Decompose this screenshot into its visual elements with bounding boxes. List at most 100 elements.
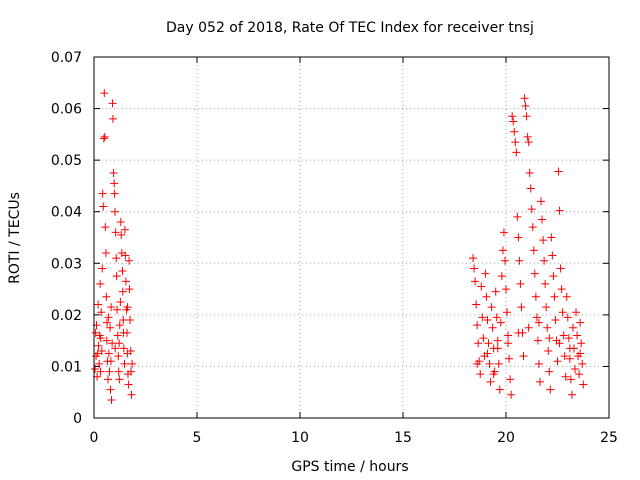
x-axis-title: GPS time / hours: [291, 459, 408, 475]
data-point: [471, 277, 480, 286]
grid-lines: [94, 57, 609, 418]
y-tick-label: 0.02: [51, 308, 82, 324]
data-point: [481, 269, 490, 278]
data-point: [101, 248, 110, 257]
data-point: [505, 354, 514, 363]
data-point: [483, 349, 492, 358]
data-point: [497, 272, 506, 281]
data-point: [572, 308, 581, 317]
data-point: [119, 344, 128, 353]
data-point: [494, 359, 503, 368]
data-point: [564, 334, 573, 343]
data-point: [112, 254, 121, 263]
data-point: [522, 112, 531, 121]
data-point: [511, 138, 520, 147]
data-point: [563, 313, 572, 322]
data-point: [115, 375, 124, 384]
data-point: [524, 323, 533, 332]
data-point: [111, 344, 120, 353]
data-point: [512, 148, 521, 157]
data-point: [111, 207, 120, 216]
data-point: [94, 300, 103, 309]
data-point: [105, 367, 114, 376]
data-point: [550, 292, 559, 301]
y-tick-label: 0.06: [51, 102, 82, 118]
data-point: [514, 328, 523, 337]
data-point: [532, 313, 541, 322]
data-points: [91, 89, 588, 404]
x-tick-label: 5: [193, 430, 202, 446]
data-point: [513, 212, 522, 221]
data-point: [524, 138, 533, 147]
data-point: [97, 346, 106, 355]
data-point: [100, 89, 109, 98]
data-point: [121, 251, 130, 260]
data-point: [562, 292, 571, 301]
data-point: [519, 352, 528, 361]
data-point: [102, 292, 111, 301]
data-point: [99, 134, 108, 143]
data-point: [110, 189, 119, 198]
data-point: [99, 202, 108, 211]
chart-title: Day 052 of 2018, Rate Of TEC Index for r…: [166, 20, 534, 36]
data-point: [113, 331, 122, 340]
data-point: [472, 300, 481, 309]
data-point: [113, 305, 122, 314]
data-point: [514, 233, 523, 242]
data-point: [509, 117, 518, 126]
y-tick-label: 0.07: [51, 50, 82, 66]
data-point: [558, 308, 567, 317]
data-point: [116, 297, 125, 306]
data-point: [560, 352, 569, 361]
y-axis-title: ROTI / TECUs: [7, 192, 23, 284]
data-point: [96, 279, 105, 288]
data-point: [545, 334, 554, 343]
data-point: [510, 127, 519, 136]
data-point: [119, 328, 128, 337]
data-point: [473, 321, 482, 330]
data-point: [540, 256, 549, 265]
data-point: [106, 357, 115, 366]
data-point: [483, 316, 492, 325]
data-point: [118, 287, 127, 296]
x-tick-label: 0: [90, 430, 99, 446]
data-point: [491, 287, 500, 296]
data-point: [565, 344, 574, 353]
data-point: [520, 94, 529, 103]
data-point: [567, 390, 576, 399]
data-point: [102, 336, 111, 345]
data-point: [495, 385, 504, 394]
data-point: [541, 279, 550, 288]
data-point: [507, 390, 516, 399]
data-point: [94, 341, 103, 350]
data-point: [486, 377, 495, 386]
data-point: [548, 251, 557, 260]
data-point: [515, 256, 524, 265]
data-point: [492, 313, 501, 322]
data-point: [551, 316, 560, 325]
data-point: [119, 316, 128, 325]
data-point: [98, 264, 107, 273]
data-point: [568, 323, 577, 332]
data-point: [557, 285, 566, 294]
data-point: [114, 367, 123, 376]
data-point: [534, 318, 543, 327]
data-point: [127, 390, 136, 399]
data-point: [538, 215, 547, 224]
axis-ticks: [93, 56, 610, 419]
data-point: [517, 303, 526, 312]
data-point: [107, 395, 116, 404]
data-point: [521, 101, 530, 110]
data-point: [499, 228, 508, 237]
y-tick-label: 0: [73, 411, 82, 427]
y-tick-label: 0.03: [51, 256, 82, 272]
data-point: [577, 339, 586, 348]
data-point: [504, 339, 513, 348]
data-point: [578, 359, 587, 368]
y-tick-label: 0.05: [51, 153, 82, 169]
data-point: [115, 339, 124, 348]
data-point: [477, 282, 486, 291]
data-point: [516, 279, 525, 288]
data-point: [476, 370, 485, 379]
x-tick-label: 25: [600, 430, 618, 446]
